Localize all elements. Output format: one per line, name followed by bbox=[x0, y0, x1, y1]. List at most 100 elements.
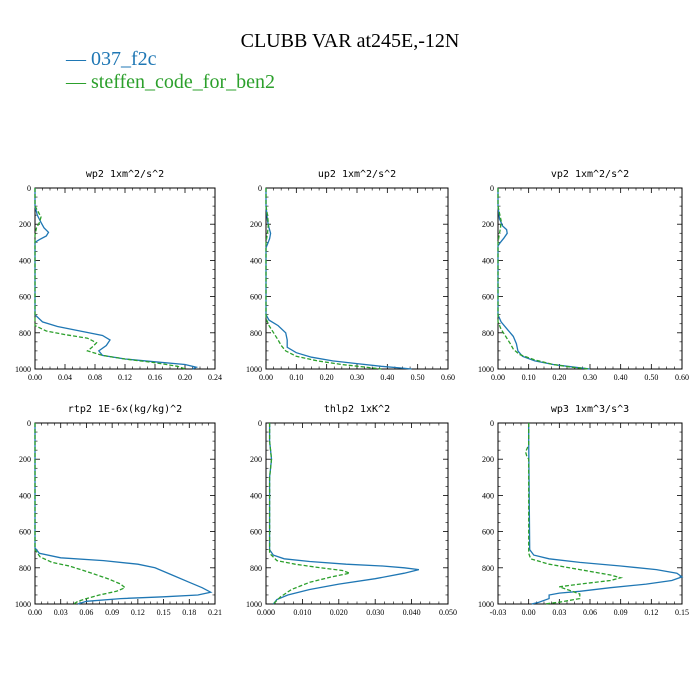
y-tick-label: 800 bbox=[482, 329, 494, 338]
y-tick-label: 800 bbox=[250, 329, 262, 338]
y-tick-label: 1000 bbox=[246, 365, 262, 374]
panel-title: vp2 1xm^2/s^2 bbox=[551, 169, 629, 180]
x-tick-label: 0.40 bbox=[614, 373, 628, 382]
legend-entry-series-2: — steffen_code_for_ben2 bbox=[66, 71, 275, 94]
x-tick-label: 0.09 bbox=[105, 608, 119, 617]
y-tick-label: 600 bbox=[482, 293, 494, 302]
series-line-1 bbox=[34, 188, 199, 370]
plot-frame bbox=[265, 187, 449, 370]
panel-title: up2 1xm^2/s^2 bbox=[318, 169, 396, 180]
y-tick-label: 600 bbox=[19, 528, 31, 537]
legend-line-icon: — bbox=[66, 71, 91, 93]
x-tick-label: 0.12 bbox=[644, 608, 658, 617]
y-tick-label: 0 bbox=[27, 419, 31, 428]
x-tick-label: 0.06 bbox=[583, 608, 597, 617]
series-line-2 bbox=[34, 188, 186, 370]
figure-title: CLUBB VAR at245E,-12N bbox=[240, 30, 460, 52]
series-line-1 bbox=[268, 423, 420, 605]
legend-label: 037_f2c bbox=[91, 48, 157, 70]
x-tick-label: 0.18 bbox=[182, 608, 196, 617]
plot-frame bbox=[34, 422, 216, 605]
x-tick-label: 0.00 bbox=[522, 608, 536, 617]
x-tick-label: 0.050 bbox=[439, 608, 457, 617]
y-tick-label: 400 bbox=[482, 256, 494, 265]
y-tick-label: 400 bbox=[19, 256, 31, 265]
y-tick-label: 400 bbox=[250, 491, 262, 500]
x-tick-label: 0.24 bbox=[208, 373, 222, 382]
y-tick-label: 200 bbox=[250, 455, 262, 464]
x-tick-label: 0.00 bbox=[28, 373, 42, 382]
plot-frame bbox=[265, 422, 449, 605]
legend-line-icon: — bbox=[66, 48, 91, 70]
x-tick-label: 0.03 bbox=[54, 608, 68, 617]
x-tick-label: 0.50 bbox=[644, 373, 658, 382]
y-tick-label: 800 bbox=[19, 564, 31, 573]
x-tick-label: 0.10 bbox=[522, 373, 536, 382]
panel-title: thlp2 1xK^2 bbox=[324, 404, 390, 415]
y-tick-label: 1000 bbox=[15, 600, 31, 609]
y-tick-label: 1000 bbox=[246, 600, 262, 609]
x-tick-label: 0.000 bbox=[257, 608, 275, 617]
series-line-2 bbox=[265, 188, 382, 370]
x-tick-label: -0.03 bbox=[490, 608, 507, 617]
y-tick-label: 0 bbox=[27, 184, 31, 193]
x-tick-label: 0.12 bbox=[131, 608, 145, 617]
x-tick-label: 0.12 bbox=[118, 373, 132, 382]
x-tick-label: 0.15 bbox=[157, 608, 171, 617]
y-tick-label: 400 bbox=[19, 491, 31, 500]
x-tick-label: 0.21 bbox=[208, 608, 222, 617]
x-tick-label: 0.08 bbox=[88, 373, 102, 382]
y-tick-label: 600 bbox=[482, 528, 494, 537]
x-tick-label: 0.06 bbox=[79, 608, 93, 617]
x-tick-label: 0.30 bbox=[583, 373, 597, 382]
y-tick-label: 0 bbox=[490, 184, 494, 193]
x-tick-label: 0.50 bbox=[411, 373, 425, 382]
x-tick-label: 0.020 bbox=[330, 608, 348, 617]
y-tick-label: 200 bbox=[250, 220, 262, 229]
series-line-1 bbox=[497, 188, 591, 370]
x-tick-label: 0.04 bbox=[58, 373, 72, 382]
x-tick-label: 0.20 bbox=[552, 373, 566, 382]
x-tick-label: 0.00 bbox=[491, 373, 505, 382]
legend-entry-series-1: — 037_f2c bbox=[66, 48, 157, 71]
y-tick-label: 1000 bbox=[478, 600, 494, 609]
y-tick-label: 400 bbox=[250, 256, 262, 265]
panel-title: wp2 1xm^2/s^2 bbox=[86, 169, 164, 180]
x-tick-label: 0.30 bbox=[350, 373, 364, 382]
series-line-1 bbox=[265, 188, 412, 370]
y-tick-label: 1000 bbox=[15, 365, 31, 374]
x-tick-label: 0.20 bbox=[178, 373, 192, 382]
panel-title: wp3 1xm^3/s^3 bbox=[551, 404, 629, 415]
y-tick-label: 1000 bbox=[478, 365, 494, 374]
y-tick-label: 200 bbox=[482, 220, 494, 229]
x-tick-label: 0.10 bbox=[289, 373, 303, 382]
x-tick-label: 0.09 bbox=[614, 608, 628, 617]
x-tick-label: 0.20 bbox=[320, 373, 334, 382]
y-tick-label: 0 bbox=[258, 184, 262, 193]
x-tick-label: 0.40 bbox=[380, 373, 394, 382]
series-line-2 bbox=[268, 423, 353, 605]
x-tick-label: 0.16 bbox=[148, 373, 162, 382]
plot-frame bbox=[497, 422, 683, 605]
x-tick-label: 0.03 bbox=[552, 608, 566, 617]
y-tick-label: 600 bbox=[250, 528, 262, 537]
y-tick-label: 400 bbox=[482, 491, 494, 500]
legend-label: steffen_code_for_ben2 bbox=[91, 71, 276, 93]
series-line-1 bbox=[528, 423, 684, 605]
y-tick-label: 800 bbox=[19, 329, 31, 338]
x-tick-label: 0.15 bbox=[675, 608, 689, 617]
x-tick-label: 0.040 bbox=[403, 608, 421, 617]
series-line-2 bbox=[34, 423, 127, 605]
plot-frame bbox=[497, 187, 683, 370]
x-tick-label: 0.00 bbox=[28, 608, 42, 617]
series-line-2 bbox=[524, 423, 624, 605]
x-tick-label: 0.60 bbox=[675, 373, 689, 382]
y-tick-label: 800 bbox=[250, 564, 262, 573]
panel-title: rtp2 1E-6x(kg/kg)^2 bbox=[68, 404, 182, 415]
x-tick-label: 0.010 bbox=[293, 608, 311, 617]
y-tick-label: 600 bbox=[250, 293, 262, 302]
y-tick-label: 200 bbox=[19, 220, 31, 229]
y-tick-label: 200 bbox=[482, 455, 494, 464]
plot-frame bbox=[34, 187, 216, 370]
